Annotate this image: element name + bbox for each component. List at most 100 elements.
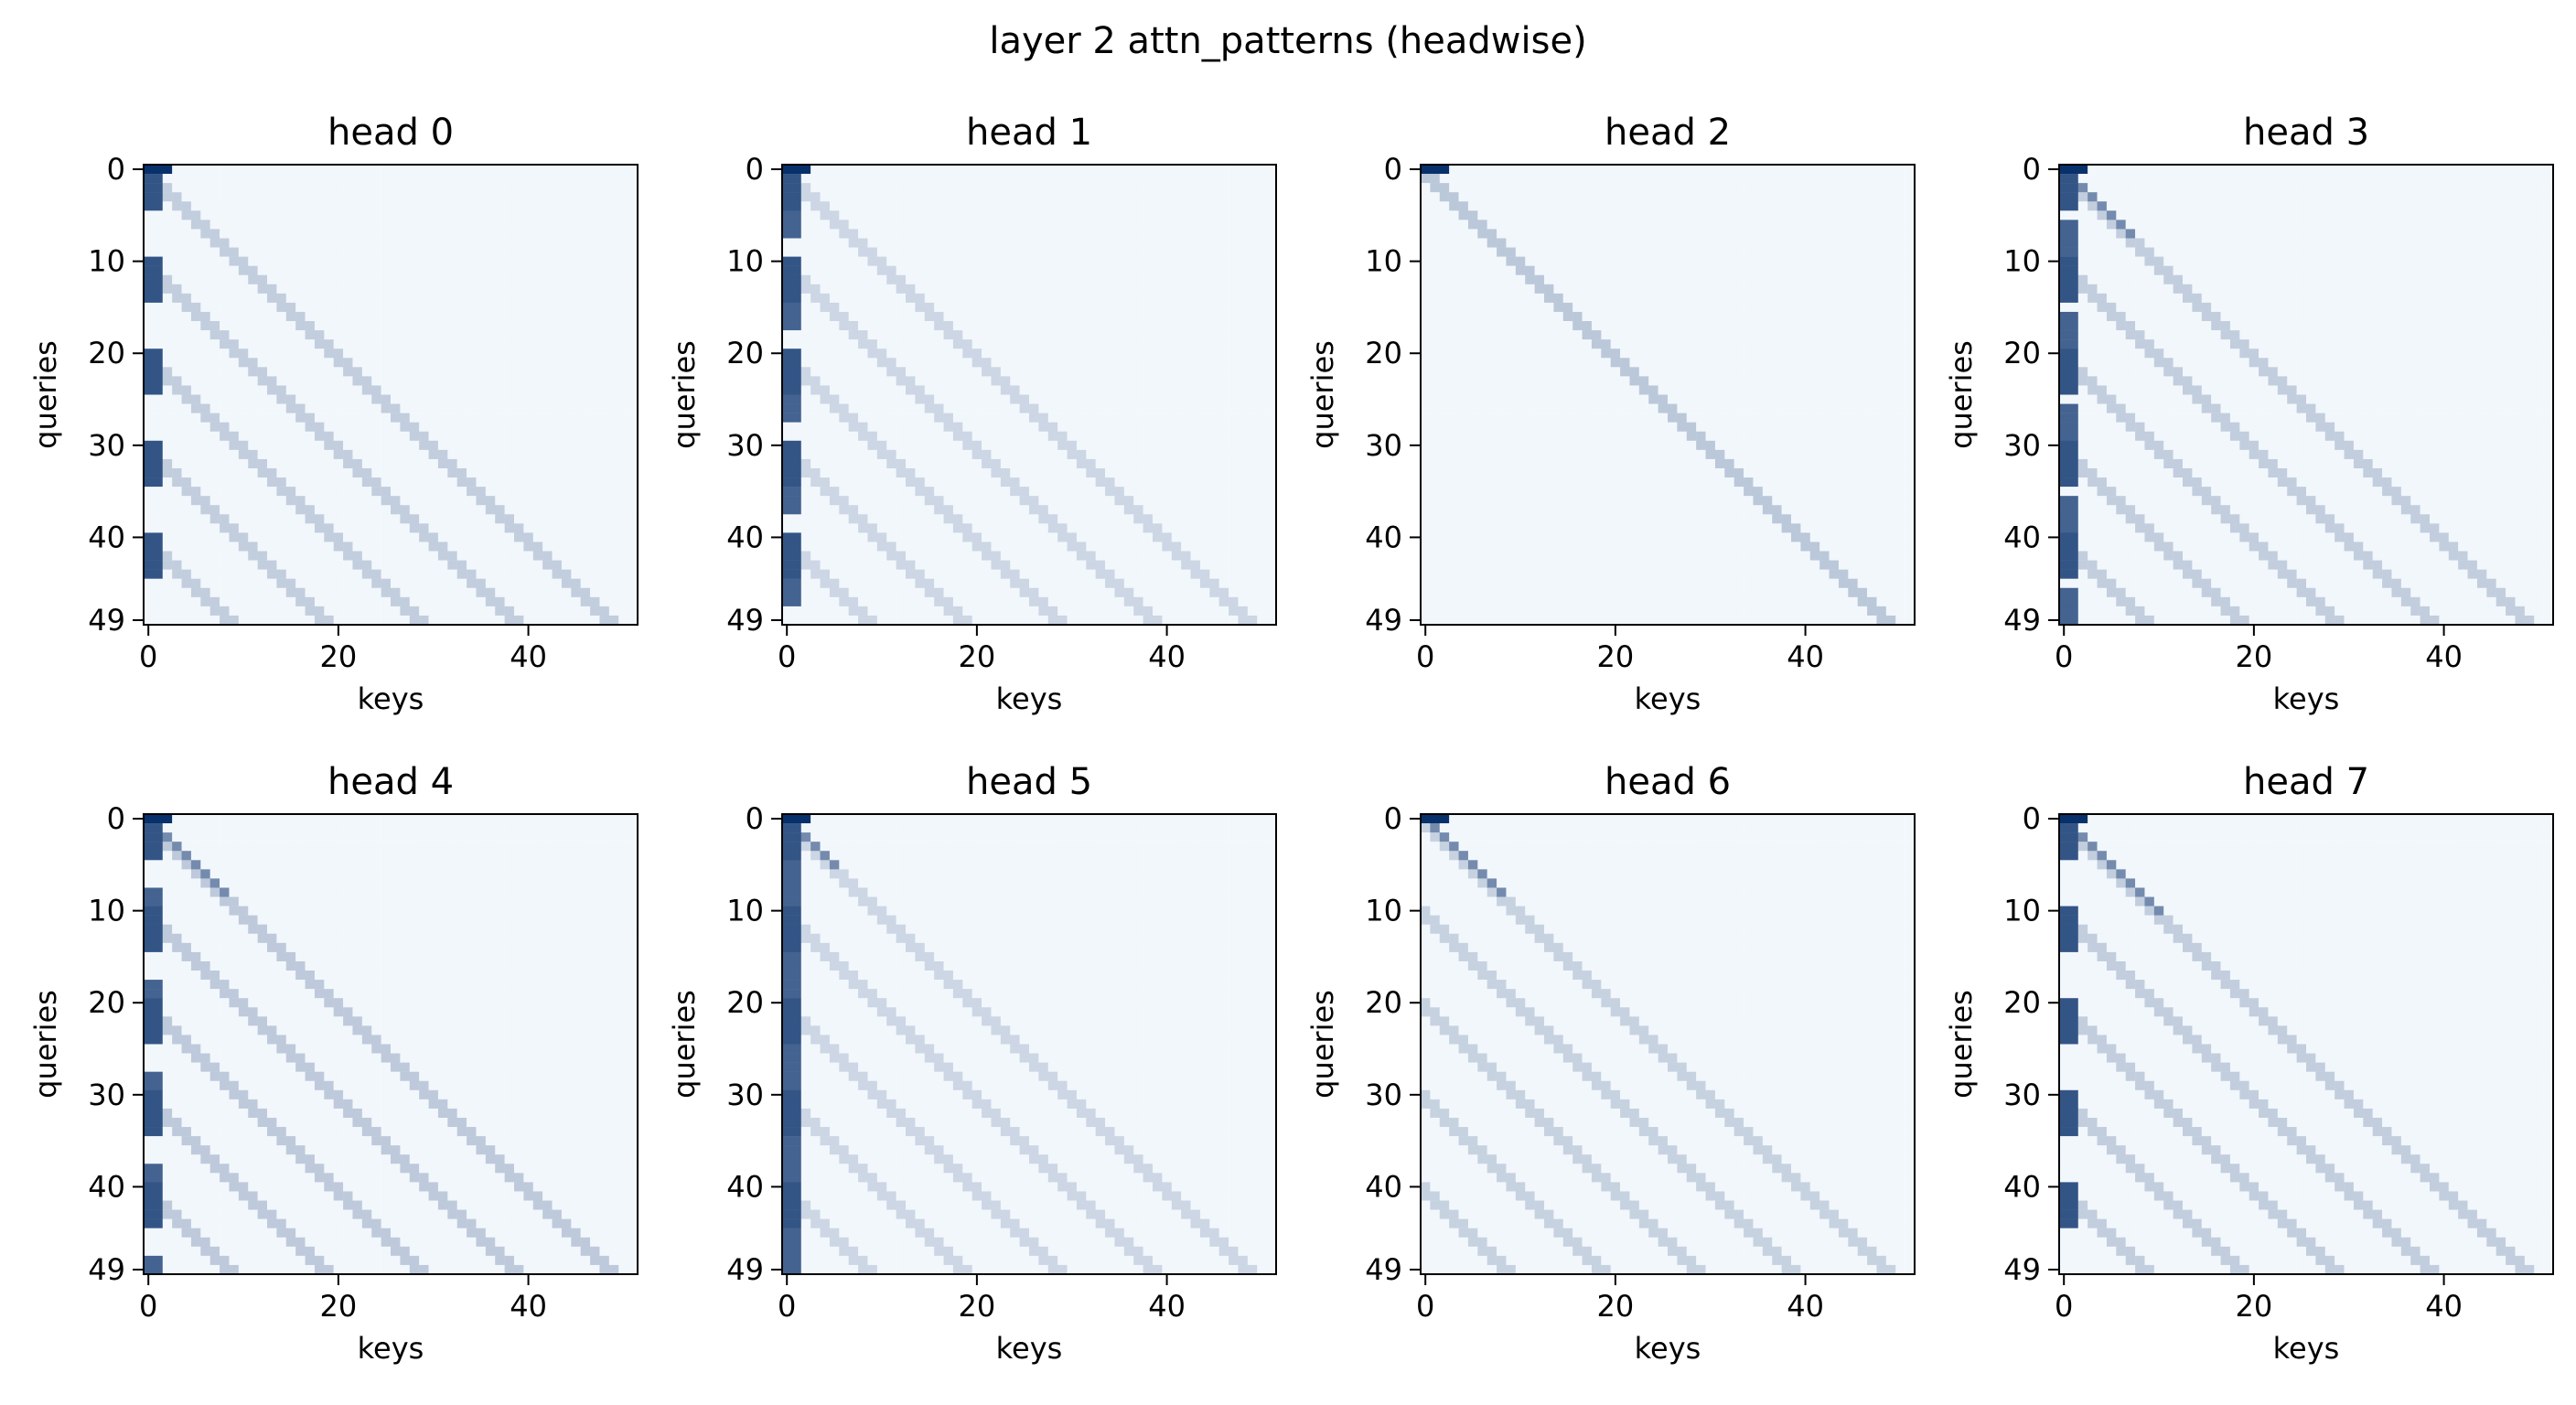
heatmap-cell (791, 551, 802, 561)
heatmap-cell (295, 183, 306, 193)
heatmap-cell (1247, 238, 1258, 248)
heatmap-cell (209, 293, 220, 304)
heatmap-cell (1209, 265, 1219, 275)
heatmap-cell (437, 496, 448, 506)
heatmap-cell (456, 449, 467, 460)
heatmap-cell (485, 551, 496, 561)
heatmap-cell (628, 413, 639, 423)
heatmap-cell (257, 578, 268, 589)
heatmap-cell (1266, 422, 1277, 432)
heatmap-cell (285, 467, 296, 478)
heatmap-cell (1019, 532, 1030, 542)
heatmap-cell (361, 551, 372, 561)
heatmap-cell (371, 505, 381, 515)
heatmap-cell (1057, 229, 1068, 239)
heatmap-cell (1057, 467, 1068, 478)
heatmap-cell (1181, 569, 1191, 579)
heatmap-cell (352, 458, 363, 469)
heatmap-cell (952, 174, 963, 184)
heatmap-cell (971, 505, 982, 515)
heatmap-cell (504, 247, 515, 257)
heatmap-cell (409, 496, 420, 506)
heatmap-cell (934, 431, 944, 442)
heatmap-cell (590, 339, 600, 349)
heatmap-cell (514, 192, 524, 202)
heatmap-cell (952, 201, 963, 211)
heatmap-cell (1238, 192, 1249, 202)
heatmap-cell (876, 284, 887, 295)
heatmap-cell (829, 467, 840, 478)
heatmap-cell (476, 339, 487, 349)
heatmap-cell (1029, 560, 1039, 570)
heatmap-cell (1038, 165, 1049, 175)
heatmap-cell (608, 467, 619, 478)
heatmap-cell (991, 321, 1002, 331)
heatmap-cell (580, 551, 591, 561)
heatmap-cell (782, 394, 792, 404)
heatmap-cell (906, 293, 916, 304)
heatmap-cell (1247, 467, 1258, 478)
heatmap-cell (1000, 367, 1011, 377)
heatmap-cell (561, 467, 572, 478)
heatmap-cell (153, 201, 164, 211)
heatmap-cell (934, 578, 944, 589)
heatmap-cell (257, 615, 268, 626)
heatmap-cell (1209, 385, 1219, 395)
heatmap-cell (580, 505, 591, 515)
heatmap-cell (172, 532, 182, 542)
heatmap-cell (267, 220, 277, 230)
heatmap-cell (144, 578, 154, 589)
heatmap-cell (628, 183, 639, 193)
heatmap-cell (1238, 339, 1249, 349)
heatmap-cell (419, 403, 429, 413)
heatmap-cell (590, 467, 600, 478)
heatmap-cell (820, 293, 831, 304)
heatmap-cell (1114, 367, 1125, 377)
heatmap-cell (437, 165, 448, 175)
heatmap-cell (144, 349, 154, 359)
heatmap-cell (1266, 551, 1277, 561)
heatmap-cell (1095, 569, 1106, 579)
heatmap-cell (858, 403, 868, 413)
heatmap-cell (248, 321, 258, 331)
heatmap-cell (200, 523, 210, 533)
heatmap-cell (1123, 192, 1134, 202)
heatmap-cell (172, 229, 182, 239)
heatmap-cell (1076, 165, 1087, 175)
heatmap-cell (1047, 578, 1058, 589)
heatmap-cell (305, 587, 316, 598)
heatmap-cell (571, 265, 581, 275)
heatmap-cell (495, 542, 505, 552)
heatmap-cell (333, 330, 344, 340)
heatmap-cell (371, 542, 381, 552)
heatmap-cell (352, 514, 363, 524)
heatmap-cell (934, 542, 944, 552)
heatmap-cell (172, 247, 182, 257)
heatmap-cell (599, 505, 610, 515)
heatmap-cell (962, 413, 972, 423)
heatmap-cell (1038, 551, 1049, 561)
heatmap-cell (1218, 229, 1229, 239)
heatmap-cell (153, 532, 164, 542)
heatmap-cell (1247, 339, 1258, 349)
heatmap-cell (590, 192, 600, 202)
heatmap-cell (810, 514, 821, 524)
heatmap-cell (839, 165, 849, 175)
heatmap-cell (982, 321, 992, 331)
heatmap-cell (1133, 238, 1143, 248)
heatmap-cell (542, 192, 553, 202)
heatmap-cell (906, 523, 916, 533)
heatmap-cell (181, 569, 192, 579)
heatmap-cell (571, 274, 581, 285)
heatmap-cell (1057, 542, 1068, 552)
heatmap-cell (162, 220, 173, 230)
x-axis-label: keys (358, 681, 424, 716)
heatmap-cell (523, 376, 534, 386)
heatmap-cell (437, 210, 448, 220)
heatmap-cell (1257, 293, 1267, 304)
heatmap-cell (991, 496, 1002, 506)
heatmap-cell (248, 311, 258, 322)
heatmap-cell (504, 440, 515, 451)
heatmap-cell (144, 311, 154, 322)
heatmap-cell (276, 339, 287, 349)
